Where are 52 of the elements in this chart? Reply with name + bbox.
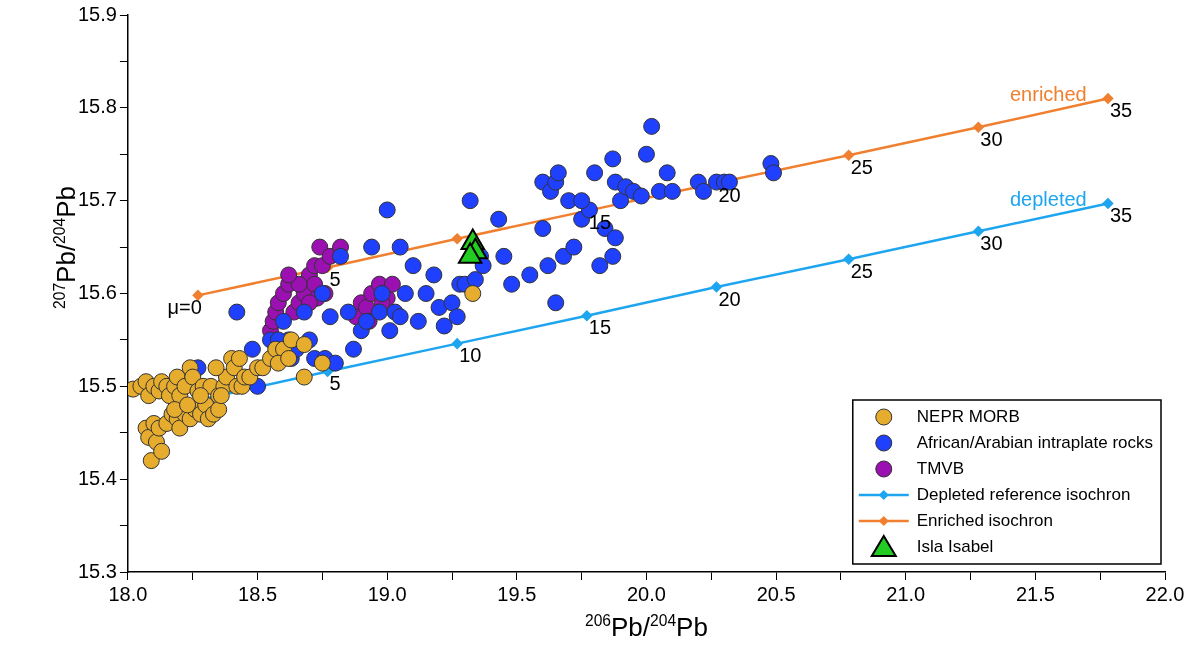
annotation: 30 (980, 127, 1003, 150)
point (1102, 93, 1114, 104)
legend-label: Depleted reference isochron (916, 484, 1131, 504)
x-tick-label: 19.5 (497, 582, 537, 605)
annotation: 25 (850, 155, 873, 178)
legend-label: TMVB (916, 458, 965, 478)
legend-label: NEPR MORB (916, 406, 1020, 426)
annotation: 35 (1109, 203, 1133, 226)
y-tick-label: 15.6 (77, 281, 117, 304)
annotation: 30 (980, 231, 1003, 254)
x-tick-label: 21.5 (1015, 582, 1055, 605)
point (280, 266, 298, 284)
x-tick-label: 20.0 (626, 582, 666, 605)
point (311, 238, 329, 256)
annotation: 5 (329, 372, 341, 394)
x-axis-title: $^{206}$Pb/$^{204}$Pb (584, 612, 709, 643)
point (581, 310, 593, 322)
point (843, 149, 854, 161)
annotation: enriched (1009, 83, 1087, 106)
point (973, 226, 984, 237)
point (451, 338, 463, 349)
annotation: 15 (588, 316, 612, 339)
annotation: 20 (718, 287, 741, 310)
annotation: 5 (329, 268, 341, 291)
point (1102, 198, 1114, 209)
point (711, 281, 722, 293)
y-tick-label: 15.4 (77, 466, 117, 489)
annotation: μ=0 (167, 295, 202, 318)
annotation: 35 (1109, 99, 1133, 122)
annotation: depleted (1009, 188, 1087, 211)
annotation: 10 (459, 344, 482, 367)
x-tick-label: 19.0 (367, 582, 407, 605)
x-tick-label: 20.5 (756, 582, 796, 605)
point (290, 275, 308, 293)
annotation: 25 (850, 259, 873, 282)
x-tick-label: 18.0 (108, 582, 148, 605)
legend-label: Isla Isabel (916, 536, 994, 556)
x-tick-label: 21.0 (886, 582, 926, 605)
y-tick-label: 15.3 (77, 559, 117, 582)
point (973, 122, 984, 133)
point (451, 233, 463, 244)
y-tick-label: 15.7 (77, 188, 117, 211)
y-tick-label: 15.5 (77, 373, 117, 396)
x-tick-label: 18.5 (238, 582, 278, 605)
annotation: 20 (718, 183, 741, 206)
y-tick-label: 15.8 (77, 95, 117, 118)
point (843, 253, 854, 265)
legend-label: African/Arabian intraplate rocks (916, 432, 1154, 452)
y-tick-label: 15.9 (77, 2, 117, 25)
x-tick-label: 22.0 (1145, 582, 1185, 605)
point (192, 290, 204, 301)
legend-label: Enriched isochron (916, 510, 1053, 530)
